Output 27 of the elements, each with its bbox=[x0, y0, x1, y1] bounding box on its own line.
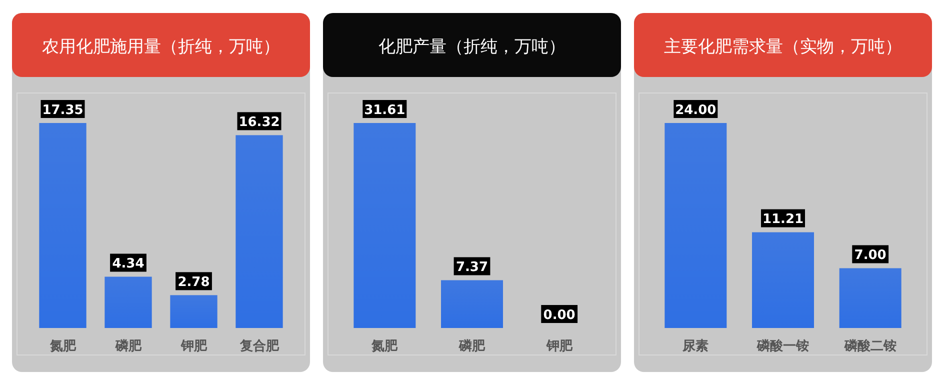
bar bbox=[104, 276, 152, 328]
data-label: 17.35 bbox=[42, 103, 84, 118]
x-tick-label: 钾肥 bbox=[545, 339, 574, 354]
x-tick-label: 磷肥 bbox=[458, 339, 486, 354]
x-tick-label: 复合肥 bbox=[238, 338, 280, 354]
data-label: 4.34 bbox=[112, 256, 144, 272]
chart-title: 化肥产量（折纯，万吨） bbox=[378, 37, 566, 57]
x-tick-label: 磷酸二铵 bbox=[843, 338, 896, 354]
x-tick-label: 氮肥 bbox=[370, 339, 399, 354]
data-label: 11.21 bbox=[762, 212, 804, 228]
bar bbox=[236, 135, 283, 328]
x-tick-label: 磷酸一铵 bbox=[756, 338, 809, 354]
chart-title: 主要化肥需求量（实物，万吨） bbox=[664, 37, 902, 57]
data-label: 7.00 bbox=[854, 248, 886, 264]
data-label: 24.00 bbox=[675, 103, 716, 118]
x-tick-label: 钾肥 bbox=[180, 339, 208, 354]
data-label: 2.78 bbox=[178, 275, 210, 290]
x-tick-label: 氮肥 bbox=[48, 339, 77, 354]
bar bbox=[39, 123, 86, 328]
data-label: 16.32 bbox=[238, 115, 280, 130]
data-label: 31.61 bbox=[364, 103, 406, 118]
bar bbox=[170, 295, 218, 328]
chart-title: 农用化肥施用量（折纯，万吨） bbox=[42, 37, 280, 57]
x-tick-label: 尿素 bbox=[682, 338, 709, 354]
data-label: 7.37 bbox=[456, 260, 488, 276]
data-label: 0.00 bbox=[543, 308, 576, 323]
x-tick-label: 磷肥 bbox=[114, 339, 142, 354]
